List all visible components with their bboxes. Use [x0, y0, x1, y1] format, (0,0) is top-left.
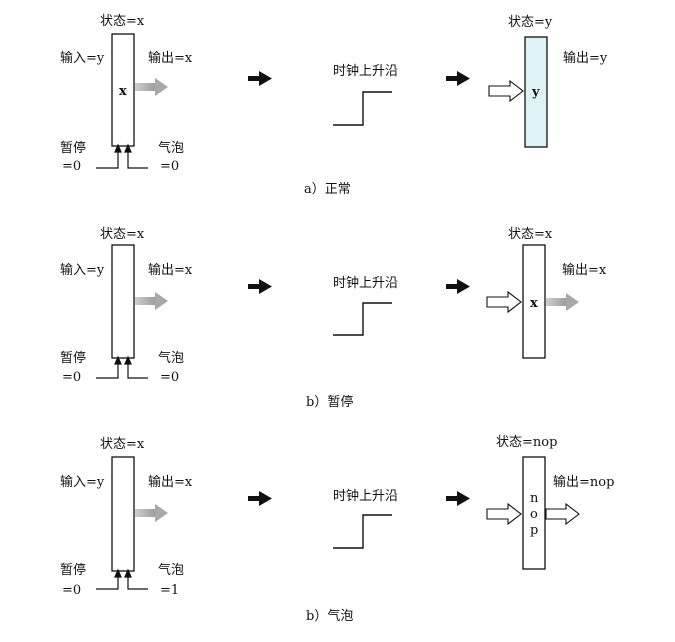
before-state-label: 状态=x — [100, 14, 145, 29]
panel-stall: 状态=x 输入=y 输出=x 暂停 =0 气泡 =0 时钟上升沿 状态=x — [60, 227, 607, 410]
before-state-label: 状态=x — [100, 227, 145, 242]
right-arrow-icon — [446, 491, 470, 506]
after-state-label: 状态=nop — [496, 435, 557, 450]
after-register — [524, 36, 548, 148]
before-input-label: 输入=y — [60, 262, 105, 278]
hollow-input-arrow-icon — [486, 290, 522, 314]
after-state-label: 状态=x — [508, 227, 553, 242]
before-register — [111, 33, 135, 147]
panel-bubble: 状态=x 输入=y 输出=x 暂停 =0 气泡 =1 时钟上升沿 状态=nop — [60, 435, 614, 624]
shaded-output-arrow-icon — [135, 292, 168, 310]
before-output-label: 输出=x — [148, 262, 193, 278]
stall-label: 暂停 — [60, 140, 86, 156]
stall-label: 暂停 — [60, 562, 86, 578]
stall-label: 暂停 — [60, 350, 86, 366]
before-input-label: 输入=y — [60, 50, 105, 66]
before-register — [111, 456, 135, 572]
after-register-char: p — [530, 523, 538, 538]
shaded-output-arrow-icon — [135, 78, 168, 96]
bubble-value: =0 — [160, 159, 179, 174]
panel-caption: a）正常 — [304, 182, 351, 197]
panel-caption: b）暂停 — [306, 394, 353, 410]
panel-normal: 状态=x 输入=y 输出=x x 暂停 =0 气泡 =0 时钟上升沿 状态=y — [60, 14, 608, 197]
after-register — [522, 244, 546, 359]
after-register-content: x — [530, 296, 538, 311]
bubble-label: 气泡 — [158, 140, 184, 156]
right-arrow-icon — [446, 279, 470, 294]
after-register-char: o — [530, 507, 538, 522]
clock-edge-label: 时钟上升沿 — [333, 275, 398, 291]
clock-edge-icon — [333, 302, 392, 336]
stall-value: =0 — [62, 370, 81, 385]
before-register — [111, 244, 135, 359]
stall-value: =0 — [62, 583, 81, 598]
after-register-char: n — [530, 491, 539, 506]
after-output-label: 输出=nop — [553, 474, 614, 490]
bubble-label: 气泡 — [158, 350, 184, 366]
bubble-value: =1 — [160, 583, 179, 598]
bubble-label: 气泡 — [158, 562, 184, 578]
clock-edge-icon — [333, 91, 392, 126]
after-output-label: 输出=x — [562, 262, 607, 278]
before-register-content: x — [119, 84, 127, 99]
right-arrow-icon — [446, 71, 470, 86]
after-register-content: y — [531, 85, 540, 100]
control-arrows-icon — [96, 568, 148, 590]
bubble-value: =0 — [160, 370, 179, 385]
clock-edge-label: 时钟上升沿 — [333, 488, 398, 504]
shaded-output-arrow-icon — [135, 504, 168, 522]
clock-edge-icon — [333, 514, 392, 549]
hollow-input-arrow-icon — [488, 79, 524, 103]
after-state-label: 状态=y — [508, 15, 553, 30]
before-output-label: 输出=x — [148, 474, 193, 490]
before-output-label: 输出=x — [148, 50, 193, 66]
clock-edge-label: 时钟上升沿 — [333, 63, 398, 79]
stall-value: =0 — [62, 159, 81, 174]
hollow-input-arrow-icon — [486, 502, 522, 526]
panel-caption: b）气泡 — [306, 608, 353, 624]
shaded-output-arrow-icon — [546, 293, 579, 311]
after-register — [522, 456, 546, 570]
right-arrow-icon — [248, 71, 272, 86]
control-arrows-icon — [96, 355, 148, 379]
right-arrow-icon — [248, 491, 272, 506]
hollow-output-arrow-icon — [545, 502, 580, 526]
right-arrow-icon — [248, 279, 272, 294]
control-arrows-icon — [96, 143, 148, 169]
before-input-label: 输入=y — [60, 474, 105, 490]
before-state-label: 状态=x — [100, 437, 145, 452]
after-output-label: 输出=y — [563, 50, 608, 66]
